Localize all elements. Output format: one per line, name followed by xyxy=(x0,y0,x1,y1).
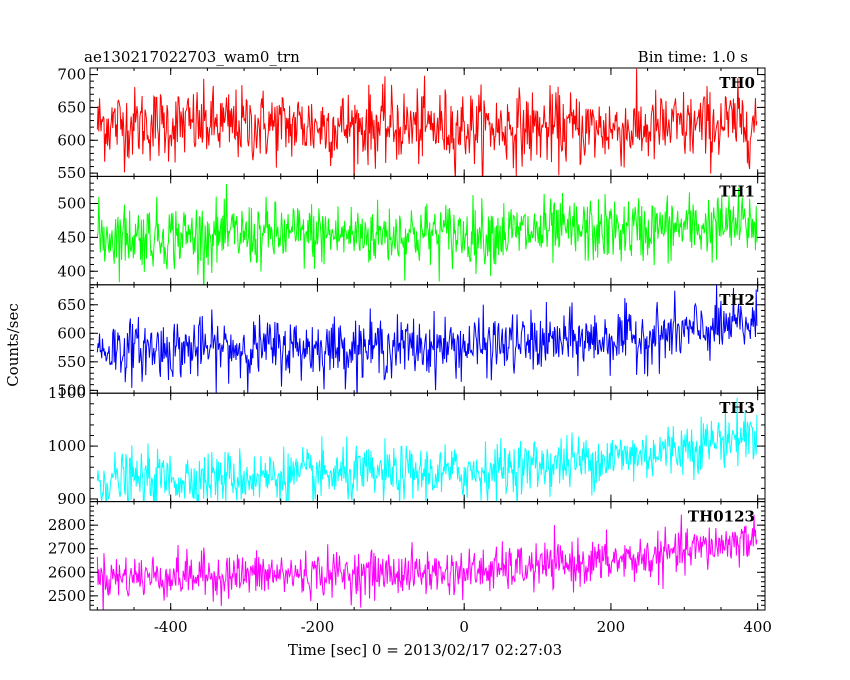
y-tick-label-th0123: 2700 xyxy=(48,540,86,558)
panels-group: 550 600 650 700 TH0 400 450 500 TH1 500 550 600 650 T… xyxy=(48,66,766,611)
series-line-th1 xyxy=(96,183,758,285)
chart-title: ae130217022703_wam0_trn xyxy=(84,48,300,66)
y-tick-label-th0: 550 xyxy=(57,164,86,182)
panel-th0123: 2500 2600 2700 2800 TH0123 xyxy=(48,501,766,611)
y-tick-label-th2: 650 xyxy=(57,296,86,314)
panel-frame-th2 xyxy=(89,284,766,394)
x-tick-label: 0 xyxy=(459,618,469,636)
x-axis: -400 -200 0 200 400 xyxy=(154,618,772,636)
panel-th0: 550 600 650 700 TH0 xyxy=(57,66,766,182)
series-line-th0123 xyxy=(96,514,758,611)
y-tick-label-th1: 400 xyxy=(57,262,86,280)
panel-label-th3: TH3 xyxy=(719,399,755,417)
y-tick-label-th2: 550 xyxy=(57,353,86,371)
x-tick-label: 200 xyxy=(597,618,626,636)
panel-label-th0: TH0 xyxy=(719,74,755,92)
x-axis-label: Time [sec] 0 = 2013/02/17 02:27:03 xyxy=(288,641,562,659)
x-tick-label: -200 xyxy=(301,618,335,636)
y-tick-label-th0123: 2500 xyxy=(48,587,86,605)
series-line-th3 xyxy=(96,397,758,502)
y-tick-label-th3: 1100 xyxy=(48,384,86,402)
y-tick-label-th2: 500 xyxy=(57,381,86,399)
y-tick-label-th2: 600 xyxy=(57,324,86,342)
series-line-th2 xyxy=(96,284,758,394)
y-axis-label: Counts/sec xyxy=(4,303,22,387)
y-tick-label-th0: 650 xyxy=(57,98,86,116)
panel-th3: 900 1000 1100 TH3 xyxy=(48,384,766,508)
y-tick-label-th3: 1000 xyxy=(48,437,86,455)
panel-label-th2: TH2 xyxy=(719,291,755,309)
y-tick-label-th1: 450 xyxy=(57,228,86,246)
y-tick-label-th1: 500 xyxy=(57,195,86,213)
y-tick-label-th0: 600 xyxy=(57,131,86,149)
y-tick-label-th0123: 2600 xyxy=(48,563,86,581)
y-tick-label-th3: 900 xyxy=(57,490,86,508)
x-tick-label: -400 xyxy=(154,618,188,636)
panel-th1: 400 450 500 TH1 xyxy=(57,175,766,286)
panel-label-th1: TH1 xyxy=(719,182,755,200)
y-tick-label-th0: 700 xyxy=(57,66,86,84)
panel-label-th0123: TH0123 xyxy=(688,508,755,526)
panel-th2: 500 550 600 650 TH2 xyxy=(57,284,766,399)
bin-time-label: Bin time: 1.0 s xyxy=(638,48,748,66)
series-line-th0 xyxy=(96,68,758,177)
y-tick-label-th0123: 2800 xyxy=(48,516,86,534)
x-tick-label: 400 xyxy=(743,618,772,636)
